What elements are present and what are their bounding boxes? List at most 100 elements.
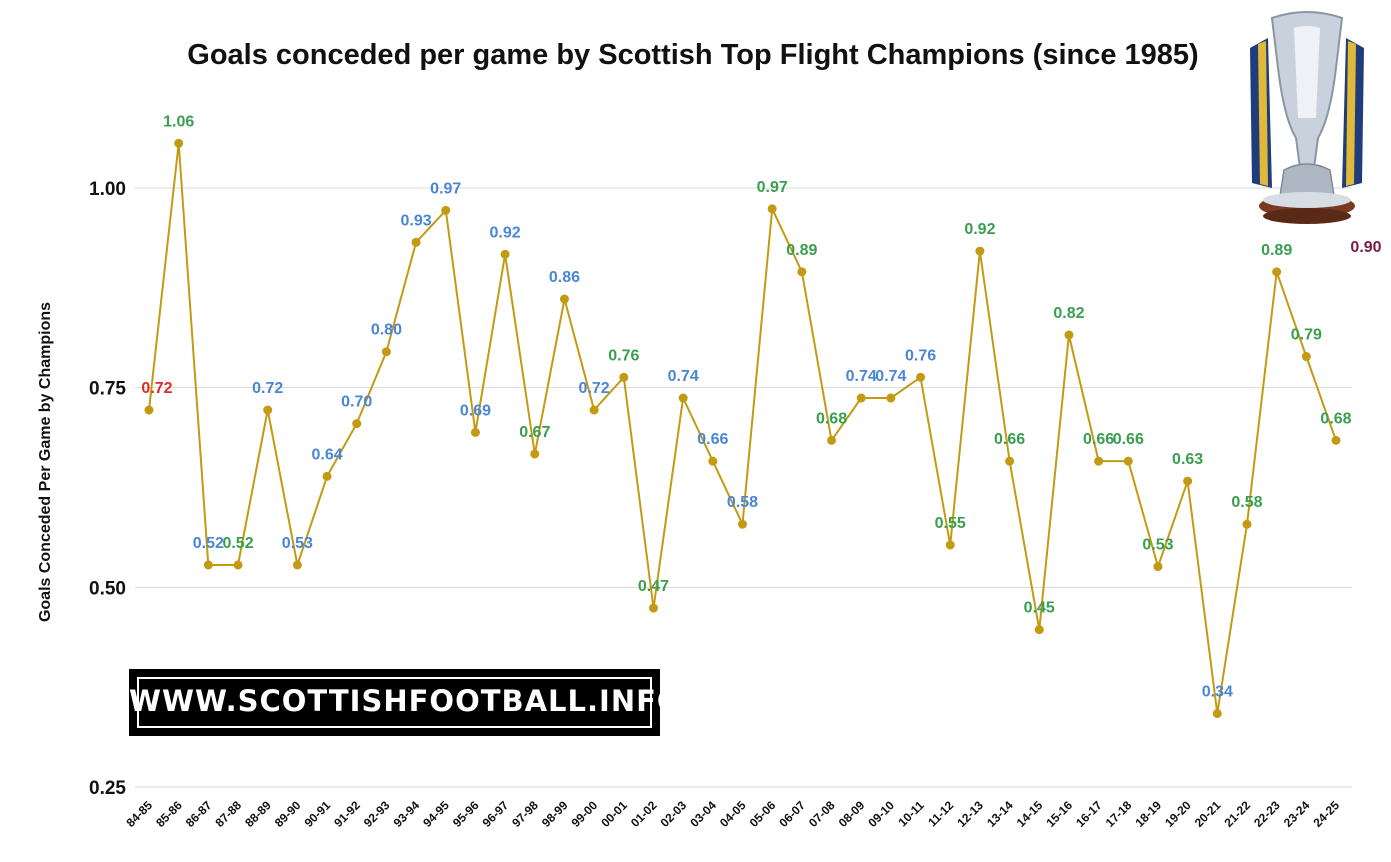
data-label: 0.70 <box>341 394 372 411</box>
x-tick-label: 12-13 <box>954 798 986 830</box>
data-point <box>1094 456 1104 466</box>
data-labels: 0.72 1.06 0.520.52 0.72 0.53 0.64 0.70 0.80 0.93… <box>141 113 1351 700</box>
extra-data-label: 0.90 <box>1350 239 1381 256</box>
x-tick-label: 84-85 <box>124 798 156 830</box>
website-watermark: WWW.SCOTTISHFOOTBALL.INFO <box>129 669 682 736</box>
data-point <box>1301 352 1311 362</box>
data-label: 0.93 <box>401 212 432 229</box>
data-point <box>1183 476 1193 486</box>
x-tick-label: 90-91 <box>302 798 334 830</box>
data-point <box>738 519 747 529</box>
data-point <box>322 471 332 481</box>
data-label: 0.82 <box>1053 305 1084 322</box>
data-point <box>945 540 955 550</box>
data-point <box>589 405 599 415</box>
data-point <box>1123 456 1133 466</box>
data-point <box>827 435 837 445</box>
data-label: 0.89 <box>1261 242 1292 259</box>
data-label: 0.92 <box>964 221 995 238</box>
data-label: 0.74 <box>846 368 877 385</box>
data-point <box>619 372 629 382</box>
data-point <box>1331 435 1341 445</box>
x-tick-label: 10-11 <box>896 798 927 829</box>
data-label: 0.52 <box>193 535 224 552</box>
data-point <box>797 267 807 277</box>
x-tick-label: 16-17 <box>1073 798 1105 830</box>
data-label: 0.68 <box>1320 410 1351 427</box>
data-label: 0.72 <box>579 380 610 397</box>
x-tick-label: 98-99 <box>539 798 571 830</box>
data-point <box>856 393 866 403</box>
x-tick-label: 96-97 <box>480 798 512 830</box>
x-tick-label: 22-23 <box>1251 798 1283 830</box>
x-tick-label: 02-03 <box>658 798 690 830</box>
data-point <box>263 405 273 415</box>
data-point <box>886 393 896 403</box>
data-label: 0.74 <box>875 368 906 385</box>
x-tick-label: 17-18 <box>1103 798 1135 830</box>
data-point <box>292 560 302 570</box>
data-point <box>678 393 688 403</box>
data-label: 0.92 <box>490 224 521 241</box>
x-tick-label: 23-24 <box>1281 798 1313 830</box>
x-tick-label: 99-00 <box>569 798 601 830</box>
x-tick-label: 04-05 <box>717 798 749 830</box>
data-label: 0.45 <box>1024 600 1055 617</box>
data-point <box>1242 519 1252 529</box>
chart-title: Goals conceded per game by Scottish Top … <box>187 39 1198 71</box>
data-label: 0.86 <box>549 269 580 286</box>
data-points <box>144 138 1341 719</box>
x-axis-ticks: 84-8585-8686-8787-8888-8989-9090-9191-92… <box>124 798 1343 830</box>
data-label: 0.58 <box>727 494 758 511</box>
data-label: 0.47 <box>638 578 669 595</box>
x-tick-label: 24-25 <box>1311 798 1343 830</box>
x-tick-label: 97-98 <box>509 798 541 830</box>
x-tick-label: 89-90 <box>272 798 304 830</box>
gridlines <box>135 187 1352 788</box>
x-tick-label: 03-04 <box>687 798 719 830</box>
x-tick-label: 09-10 <box>865 798 897 830</box>
x-tick-label: 20-21 <box>1192 798 1224 830</box>
x-tick-label: 94-95 <box>420 798 452 830</box>
data-label: 0.72 <box>252 380 283 397</box>
data-label: 0.52 <box>222 535 253 552</box>
x-tick-label: 08-09 <box>836 798 868 830</box>
trophy-icon <box>1250 11 1364 224</box>
data-label: 0.72 <box>141 380 172 397</box>
y-axis-label: Goals Conceded Per Game by Champions <box>37 302 54 622</box>
data-point <box>144 405 154 415</box>
data-label: 0.76 <box>608 347 639 364</box>
data-point <box>916 372 926 382</box>
data-point <box>500 249 510 259</box>
y-tick-label: 0.25 <box>89 778 126 799</box>
x-tick-label: 18-19 <box>1132 798 1164 830</box>
data-point <box>648 603 658 613</box>
x-tick-label: 86-87 <box>183 798 215 830</box>
data-label: 0.76 <box>905 347 936 364</box>
y-axis-ticks: 0.25 0.50 0.75 1.00 <box>89 179 126 799</box>
data-point <box>559 294 569 304</box>
x-tick-label: 19-20 <box>1162 798 1194 830</box>
data-label: 0.97 <box>757 179 788 196</box>
data-point <box>381 347 391 357</box>
x-tick-label: 13-14 <box>984 798 1016 830</box>
data-label: 0.97 <box>430 180 461 197</box>
x-tick-label: 06-07 <box>776 798 808 830</box>
data-label: 0.79 <box>1291 327 1322 344</box>
data-label: 0.66 <box>697 431 728 448</box>
data-label: 0.66 <box>994 431 1025 448</box>
data-label: 0.66 <box>1113 431 1144 448</box>
data-label: 0.53 <box>1142 537 1173 554</box>
x-tick-label: 15-16 <box>1043 798 1075 830</box>
data-point <box>1064 330 1074 340</box>
data-label: 0.74 <box>668 368 699 385</box>
data-point <box>975 246 985 256</box>
x-tick-label: 92-93 <box>361 798 393 830</box>
data-point <box>441 205 451 215</box>
x-tick-label: 87-88 <box>213 798 245 830</box>
data-label: 1.06 <box>163 113 194 130</box>
data-point <box>1212 709 1222 719</box>
x-tick-label: 11-12 <box>925 798 956 829</box>
x-tick-label: 05-06 <box>747 798 779 830</box>
